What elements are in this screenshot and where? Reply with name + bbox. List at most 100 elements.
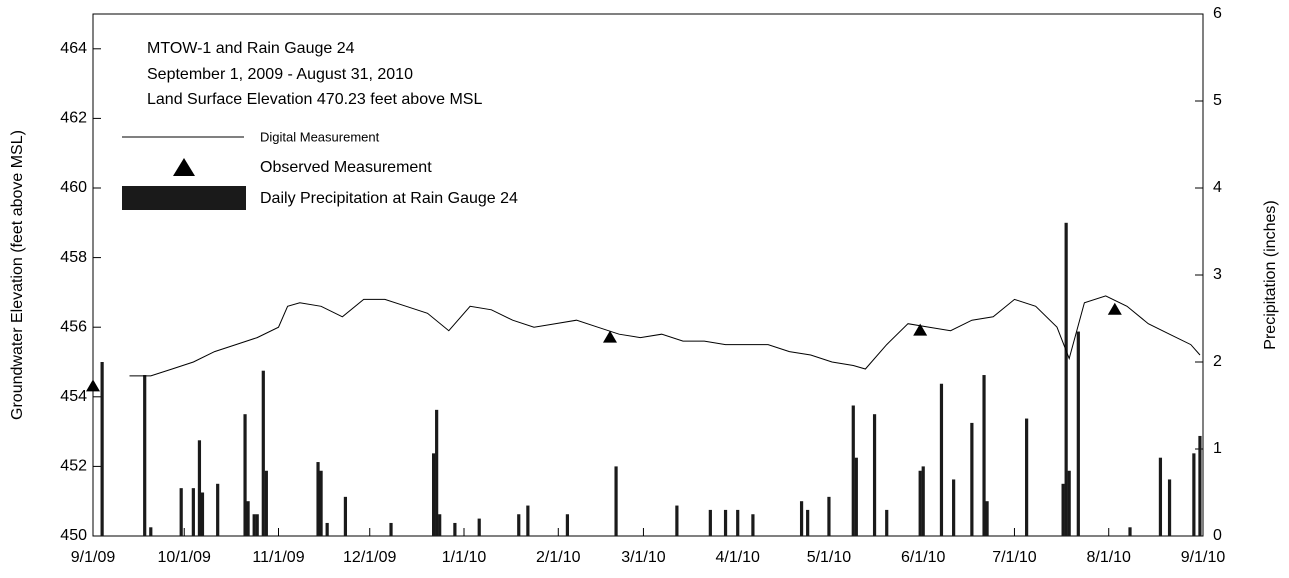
x-tick-label: 9/1/10 (1181, 549, 1226, 566)
legend-marker (173, 158, 195, 176)
precip-bar (1067, 470, 1071, 536)
precip-bar (197, 440, 202, 536)
y-tick-label: 458 (60, 249, 87, 266)
precip-bar (806, 509, 810, 536)
precip-bar (1025, 418, 1029, 536)
precip-bar (216, 483, 220, 536)
precip-bar (143, 375, 147, 536)
y-axis-label: Groundwater Elevation (feet above MSL) (9, 130, 26, 420)
precip-bar (200, 492, 205, 536)
precip-bar (921, 466, 925, 536)
precip-bar (1064, 222, 1068, 537)
y2-tick-label: 0 (1213, 527, 1222, 544)
x-tick-label: 7/1/10 (992, 549, 1037, 566)
x-tick-label: 12/1/09 (343, 549, 396, 566)
y-tick-label: 464 (60, 40, 87, 57)
precip-bar (1158, 457, 1163, 536)
precip-bar (918, 470, 922, 536)
precip-bar (985, 501, 989, 536)
precip-bar (827, 496, 831, 536)
observed-marker (913, 323, 928, 336)
y-tick-label: 454 (60, 388, 87, 405)
legend-label: Digital Measurement (260, 129, 380, 144)
precip-bar (854, 457, 858, 536)
chart-title: MTOW-1 and Rain Gauge 24 (147, 40, 355, 57)
precip-bar (885, 509, 889, 536)
x-tick-label: 10/1/09 (158, 549, 211, 566)
x-tick-label: 3/1/10 (621, 549, 666, 566)
y-tick-label: 460 (60, 179, 87, 196)
y2-tick-label: 2 (1213, 353, 1222, 370)
precip-bar (319, 470, 323, 536)
precip-bar (264, 470, 268, 536)
precip-bar (453, 522, 457, 536)
y2-tick-label: 3 (1213, 266, 1222, 283)
precip-bar (191, 488, 195, 536)
x-tick-label: 5/1/10 (807, 549, 852, 566)
precip-bar (438, 514, 442, 536)
y2-tick-label: 6 (1213, 5, 1222, 22)
precip-bar (432, 453, 436, 536)
precip-bar (872, 414, 877, 536)
precip-bar (100, 362, 104, 536)
y-tick-label: 452 (60, 458, 87, 475)
precip-bar (477, 518, 481, 536)
precip-bar (565, 514, 570, 536)
precip-bar (1061, 483, 1065, 536)
precip-bar (708, 509, 712, 536)
precip-bar (435, 409, 439, 536)
precip-bar (751, 514, 755, 536)
precip-bar (246, 501, 250, 536)
precip-bar (255, 514, 259, 536)
x-tick-label: 2/1/10 (536, 549, 581, 566)
precip-bar (675, 505, 679, 536)
precip-bar (1128, 527, 1132, 536)
precip-bar (1167, 479, 1172, 536)
x-tick-label: 6/1/10 (901, 549, 946, 566)
x-tick-label: 9/1/09 (71, 549, 116, 566)
precip-bar (1198, 435, 1202, 536)
x-tick-label: 1/1/10 (442, 549, 487, 566)
precip-bar (389, 522, 393, 536)
precip-bar (952, 479, 956, 536)
x-tick-label: 11/1/09 (252, 549, 304, 566)
observed-marker (86, 379, 100, 392)
precip-bar (526, 505, 530, 536)
precip-bar (799, 501, 804, 536)
y2-axis-label: Precipitation (inches) (1262, 200, 1279, 349)
elevation-line (129, 295, 1201, 377)
precip-bar (343, 496, 348, 536)
precip-bar (243, 414, 247, 536)
observed-marker (1107, 302, 1122, 315)
y2-tick-label: 5 (1213, 92, 1222, 109)
precip-bar (614, 466, 618, 536)
legend-label: Daily Precipitation at Rain Gauge 24 (260, 190, 518, 207)
observed-marker (602, 330, 617, 343)
precip-bar (982, 375, 986, 536)
precip-bar (1076, 331, 1080, 536)
precip-bar (851, 405, 855, 536)
precip-bar (1192, 453, 1196, 536)
x-tick-label: 4/1/10 (715, 549, 760, 566)
note: September 1, 2009 - August 31, 2010 (147, 66, 413, 83)
precip-bar (325, 522, 329, 536)
precip-bar (252, 514, 256, 536)
precip-bar (179, 488, 183, 536)
y2-tick-label: 4 (1213, 179, 1222, 196)
precip-bar (316, 462, 320, 536)
precip-bar (736, 509, 740, 536)
note: Land Surface Elevation 470.23 feet above… (147, 91, 482, 108)
y2-tick-label: 1 (1213, 440, 1222, 457)
x-tick-label: 8/1/10 (1086, 549, 1131, 566)
legend-label: Observed Measurement (260, 159, 432, 176)
legend-swatch (122, 186, 246, 210)
precip-bar (517, 514, 521, 536)
y-tick-label: 462 (60, 110, 87, 127)
precip-bar (149, 527, 153, 536)
precip-bar (723, 509, 728, 536)
precip-bar (939, 383, 944, 536)
precip-bar (970, 422, 974, 536)
y-tick-label: 450 (60, 527, 87, 544)
y-tick-label: 456 (60, 318, 87, 335)
